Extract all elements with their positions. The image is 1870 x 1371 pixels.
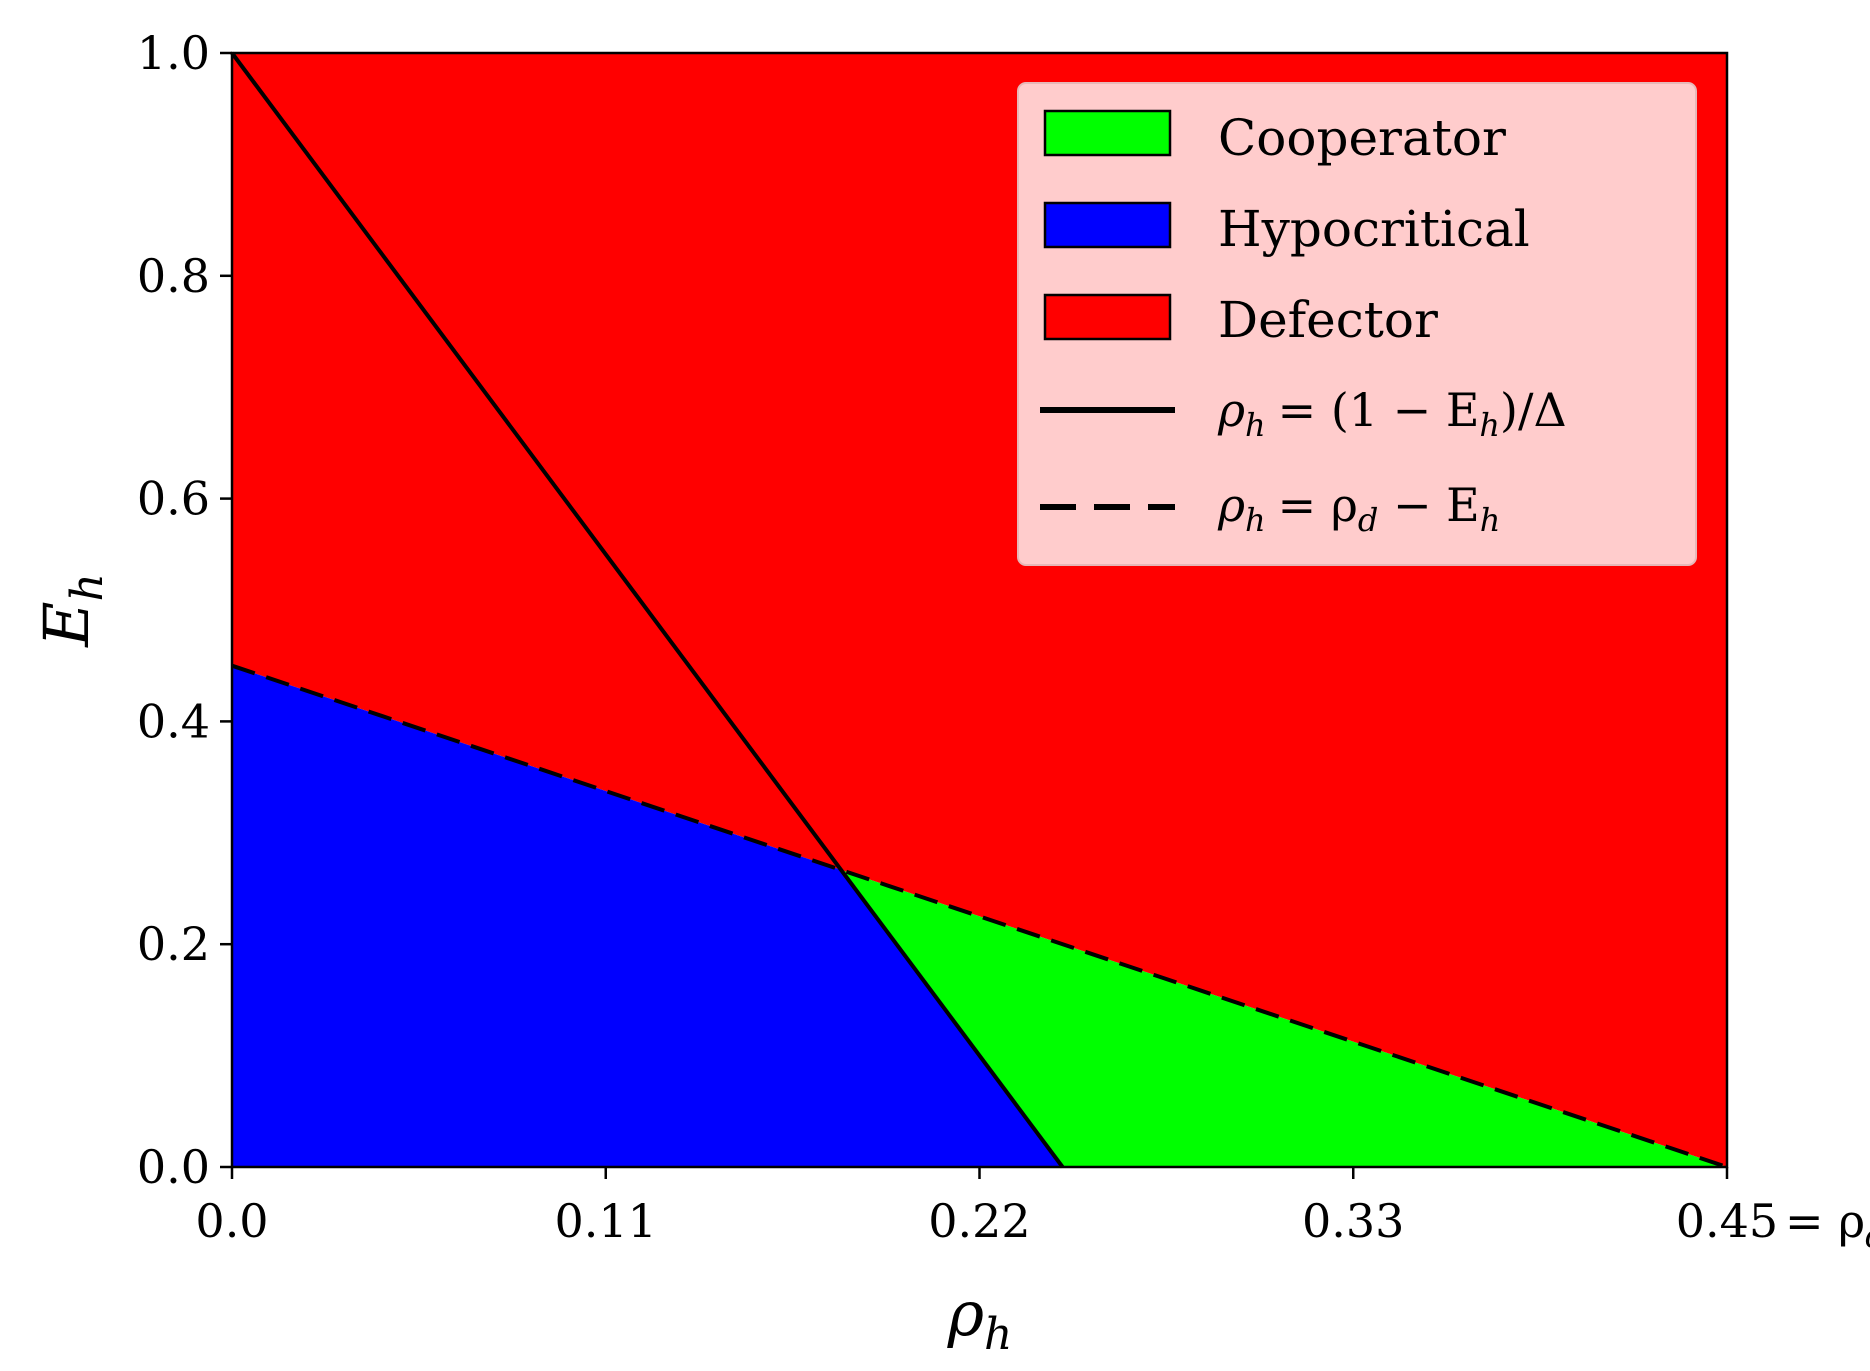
- x-tick-label: 0.45: [1676, 1194, 1778, 1248]
- legend-label-defector: Defector: [1218, 291, 1438, 349]
- y-axis-label: Eh: [30, 573, 113, 648]
- legend-swatch-cooperator: [1043, 109, 1172, 157]
- legend-box: [1017, 82, 1697, 566]
- x-axis-label: ρh: [947, 1277, 1013, 1360]
- x-tick-label: 0.33: [1302, 1194, 1404, 1248]
- y-axis-label-symbol: E: [30, 602, 103, 648]
- y-tick-label: 0.8: [137, 249, 210, 303]
- x-tick-label: 0.22: [928, 1194, 1030, 1248]
- legend-swatch-defector: [1043, 293, 1172, 341]
- x-axis-label-subscript: h: [984, 1309, 1012, 1360]
- legend-swatch-hypocritical: [1043, 201, 1172, 249]
- y-tick-label: 1.0: [137, 26, 210, 80]
- y-tick-label: 0.0: [137, 1140, 210, 1194]
- x-axis-label-symbol: ρ: [947, 1277, 984, 1350]
- y-tick-label: 0.6: [137, 472, 210, 526]
- x-tick-suffix: = ρd: [1785, 1194, 1870, 1255]
- legend-label-cooperator: Cooperator: [1218, 109, 1506, 167]
- boundary-line-layer: [230, 51, 1728, 1169]
- x-tick-label: 0.11: [555, 1194, 657, 1248]
- dashed-boundary-line: [231, 663, 1728, 1169]
- y-axis-label-subscript: h: [62, 573, 113, 601]
- legend-label-solid-boundary: ρh = (1 − Eh)/Δ: [1217, 383, 1567, 444]
- solid-boundary-line: [230, 51, 1065, 1169]
- region-hypocritical: [232, 665, 1063, 1167]
- tick-layer: 0.0 0.11 0.22 0.33 0.45= ρd 0.0 0.2 0.4 0.6 0.8 1.…: [137, 26, 1870, 1255]
- x-tick-label: 0.0: [195, 1194, 268, 1248]
- legend-label-hypocritical: Hypocritical: [1218, 200, 1530, 258]
- y-tick-label: 0.4: [137, 694, 210, 748]
- legend-label-dashed-boundary: ρh = ρd − Eh: [1217, 478, 1500, 539]
- legend: Cooperator Hypocritical Defector ρh = (1 …: [1017, 82, 1697, 566]
- y-tick-label: 0.2: [137, 917, 210, 971]
